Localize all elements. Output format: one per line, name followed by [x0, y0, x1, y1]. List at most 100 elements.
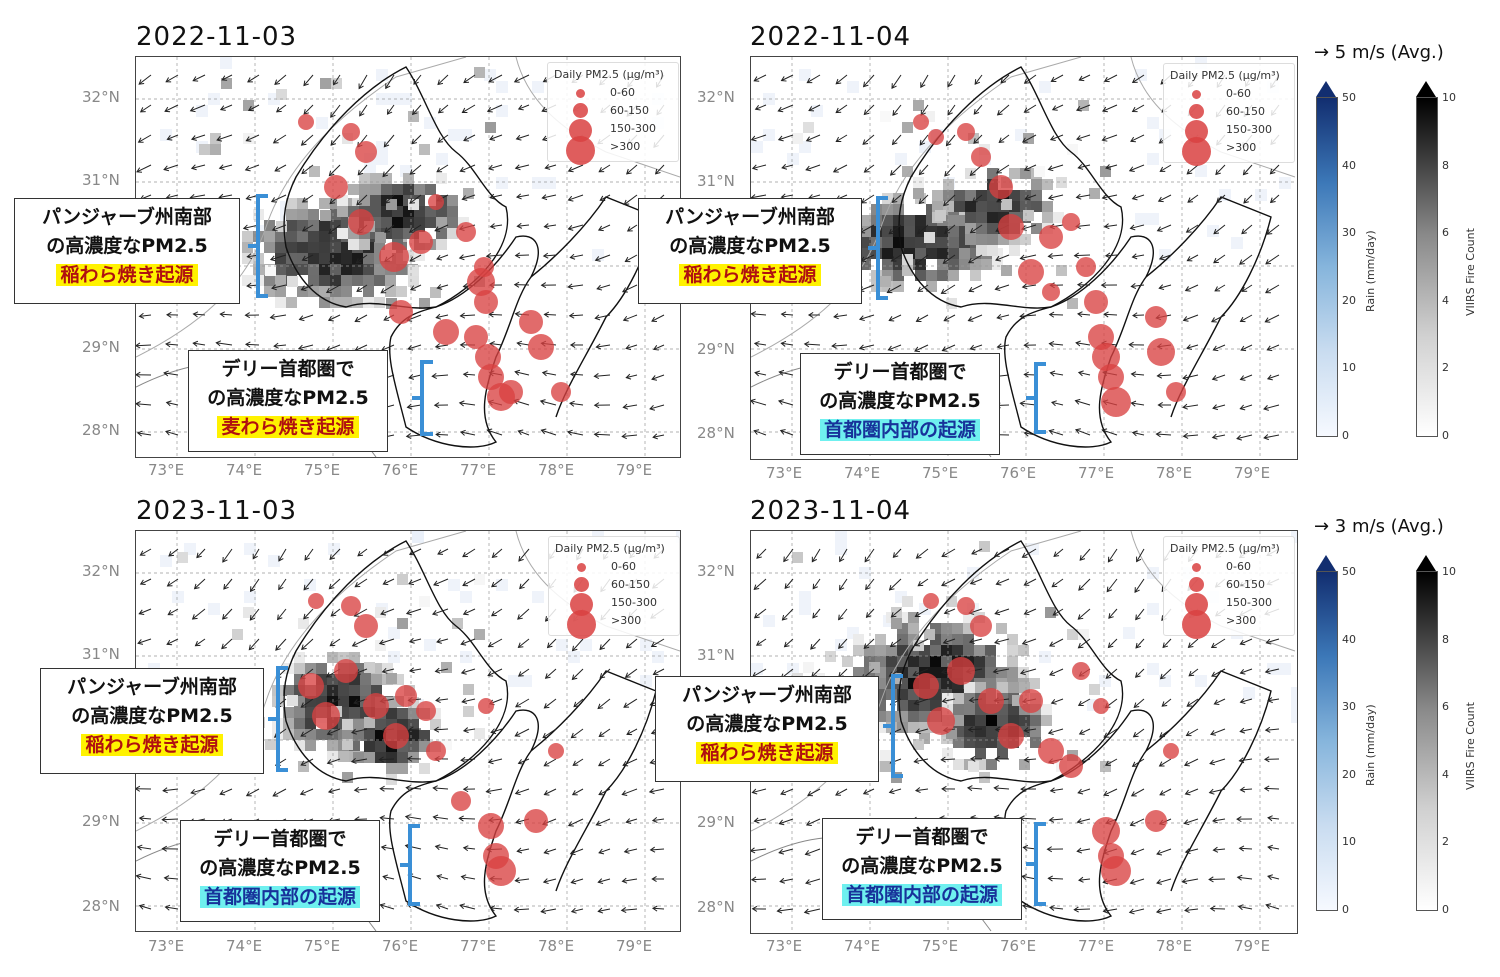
legend-dot [1182, 610, 1211, 639]
colorbar-tick: 2 [1442, 835, 1449, 848]
fire-cell [965, 234, 976, 245]
pm25-dot [971, 147, 991, 167]
fire-cell [904, 215, 915, 226]
punjab-callout: パンジャーブ州南部 の高濃度なPM2.5 稲わら焼き起源 [655, 676, 879, 782]
fire-cell [974, 645, 985, 656]
fire-colorbar-label: VIIRS Fire Count [1464, 228, 1477, 316]
rain-cell [1147, 153, 1159, 165]
fire-cell [316, 729, 327, 740]
lon-label: 77°E [460, 937, 496, 955]
lat-label: 28°N [697, 898, 735, 916]
fire-cell [308, 209, 319, 220]
fire-cell [309, 166, 320, 177]
fire-cell [964, 726, 975, 737]
fire-cell [403, 217, 414, 228]
rain-cell [388, 651, 400, 663]
fire-cell [364, 662, 375, 673]
pm25-dot [426, 741, 446, 761]
wind-arrow [489, 314, 502, 315]
pm25-dot [298, 114, 314, 130]
fire-cell [320, 78, 331, 89]
fire-cell [904, 226, 915, 237]
fire-cell [316, 663, 327, 674]
lon-label: 77°E [460, 461, 496, 479]
rain-cell [1291, 687, 1297, 699]
fire-cell [964, 704, 975, 715]
fire-cell [397, 708, 408, 719]
pm25-dot [478, 698, 494, 714]
fire-cell [1089, 188, 1100, 199]
fire-cell [871, 215, 882, 226]
rain-cell [460, 651, 472, 663]
fire-cell [985, 645, 996, 656]
fire-cell [330, 242, 341, 253]
fire-cell [792, 552, 803, 563]
fire-cell [913, 177, 924, 188]
fire-cell [243, 100, 254, 111]
lon-label: 78°E [538, 461, 574, 479]
fire-cell [319, 220, 330, 231]
fire-cell [359, 239, 370, 250]
pm25-dot [456, 222, 476, 242]
colorbar-tick: 50 [1342, 565, 1356, 578]
pm25-legend: Daily PM2.5 (μg/m³) 0-60 60-150 150-300 … [1163, 63, 1295, 163]
pm25-dot [1092, 817, 1120, 845]
fire-cell [842, 656, 853, 667]
fire-cell [330, 275, 341, 286]
wind-arrow [515, 909, 529, 910]
fire-cell [930, 645, 941, 656]
lat-label: 28°N [82, 897, 120, 915]
lon-label: 78°E [1156, 937, 1192, 955]
fire-cell [1007, 645, 1018, 656]
rain-cell [556, 639, 568, 651]
pm25-dot [1084, 290, 1108, 314]
wind-arrow [193, 609, 205, 619]
fire-cell [199, 144, 210, 155]
pm25-dot [1145, 810, 1167, 832]
fire-cell [948, 270, 959, 281]
fire-cell [937, 248, 948, 259]
fire-cell [327, 652, 338, 663]
pm25-dot [519, 310, 543, 334]
legend-title: Daily PM2.5 (μg/m³) [554, 68, 664, 81]
fire-cell [305, 740, 316, 751]
fire-cell [375, 232, 386, 243]
fire-cell [948, 248, 959, 259]
rain-cell [532, 81, 544, 93]
fire-cell [272, 729, 283, 740]
fire-cell [419, 144, 430, 155]
fire-cell [283, 729, 294, 740]
callout-source: 稲わら焼き起源 [81, 734, 222, 756]
pm25-dot [342, 123, 360, 141]
pm25-dot [409, 230, 433, 254]
fire-cell [463, 684, 474, 695]
colorbar-tick: 4 [1442, 768, 1449, 781]
lon-label: 74°E [226, 937, 262, 955]
wind-arrow [598, 699, 610, 708]
fire-cell [474, 574, 485, 585]
fire-cell [853, 645, 864, 656]
fire-cell [397, 763, 408, 774]
fire-cell [265, 739, 276, 750]
fire-cell [880, 111, 891, 122]
rain-cell [751, 663, 763, 675]
wind-arrow [302, 135, 313, 145]
fire-cell [272, 685, 283, 696]
wind-arrow [136, 345, 151, 346]
fire-cell [948, 226, 959, 237]
rain-cell [544, 177, 556, 189]
fire-cell [902, 596, 913, 607]
rain-cell [436, 153, 448, 165]
lon-label: 74°E [844, 464, 880, 482]
fire-cell [327, 740, 338, 751]
fire-cell [348, 184, 359, 195]
fire-cell [1001, 265, 1012, 276]
rain-cell [460, 591, 472, 603]
lat-label: 29°N [82, 812, 120, 830]
pm25-dot [913, 673, 939, 699]
pm25-dot [998, 723, 1024, 749]
fire-cap-icon [1416, 81, 1436, 97]
pm25-dot [341, 596, 361, 616]
fire-cell [397, 752, 408, 763]
fire-cell [294, 718, 305, 729]
